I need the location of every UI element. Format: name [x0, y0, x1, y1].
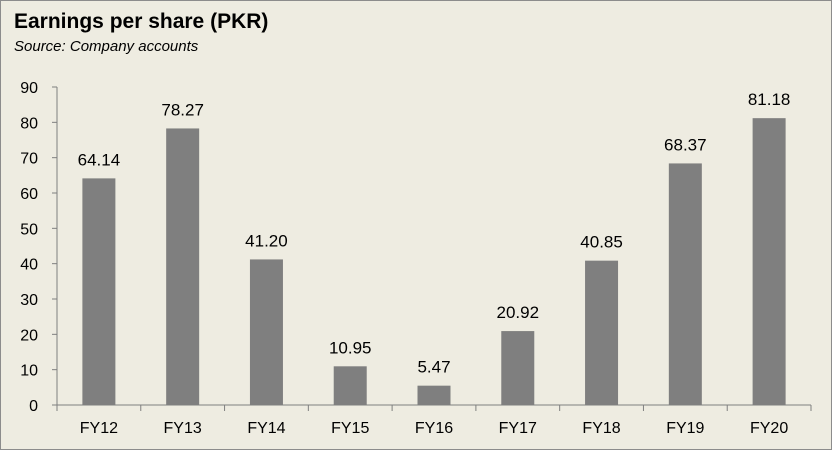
- bar-fy14: [249, 259, 283, 405]
- data-label-fy19: 68.37: [664, 135, 707, 154]
- bar-fy19: [668, 163, 702, 405]
- x-tick-label-fy20: FY20: [750, 420, 788, 437]
- x-tick-label-fy16: FY16: [415, 420, 453, 437]
- data-label-fy15: 10.95: [329, 338, 372, 357]
- bar-fy13: [166, 128, 200, 406]
- y-tick-label: 10: [20, 363, 38, 380]
- x-tick-label-fy17: FY17: [499, 420, 537, 437]
- y-tick-label: 90: [20, 80, 38, 97]
- bar-fy17: [501, 331, 535, 405]
- chart-subtitle: Source: Company accounts: [14, 38, 199, 55]
- y-tick-label: 80: [20, 115, 38, 132]
- bar-fy20: [752, 118, 786, 405]
- y-tick-label: 30: [20, 292, 38, 309]
- bar-fy15: [333, 366, 367, 405]
- data-label-fy16: 5.47: [417, 358, 450, 377]
- data-label-fy18: 40.85: [580, 233, 623, 252]
- chart-title: Earnings per share (PKR): [14, 10, 269, 33]
- x-tick-label-fy15: FY15: [331, 420, 369, 437]
- data-label-fy17: 20.92: [497, 303, 540, 322]
- x-tick-label-fy13: FY13: [164, 420, 202, 437]
- data-label-fy20: 81.18: [748, 90, 791, 109]
- y-tick-label: 40: [20, 257, 38, 274]
- x-tick-label-fy12: FY12: [80, 420, 118, 437]
- bar-fy18: [585, 260, 619, 405]
- data-label-fy12: 64.14: [78, 150, 121, 169]
- y-tick-label: 60: [20, 186, 38, 203]
- data-label-fy14: 41.20: [245, 231, 288, 250]
- y-tick-label: 50: [20, 221, 38, 238]
- y-tick-label: 0: [29, 398, 38, 415]
- bar-fy12: [82, 178, 116, 405]
- bar-fy16: [417, 385, 451, 405]
- x-tick-label-fy14: FY14: [247, 420, 285, 437]
- data-label-fy13: 78.27: [161, 100, 204, 119]
- x-tick-label-fy18: FY18: [582, 420, 620, 437]
- y-tick-label: 70: [20, 151, 38, 168]
- y-tick-label: 20: [20, 327, 38, 344]
- x-tick-label-fy19: FY19: [666, 420, 704, 437]
